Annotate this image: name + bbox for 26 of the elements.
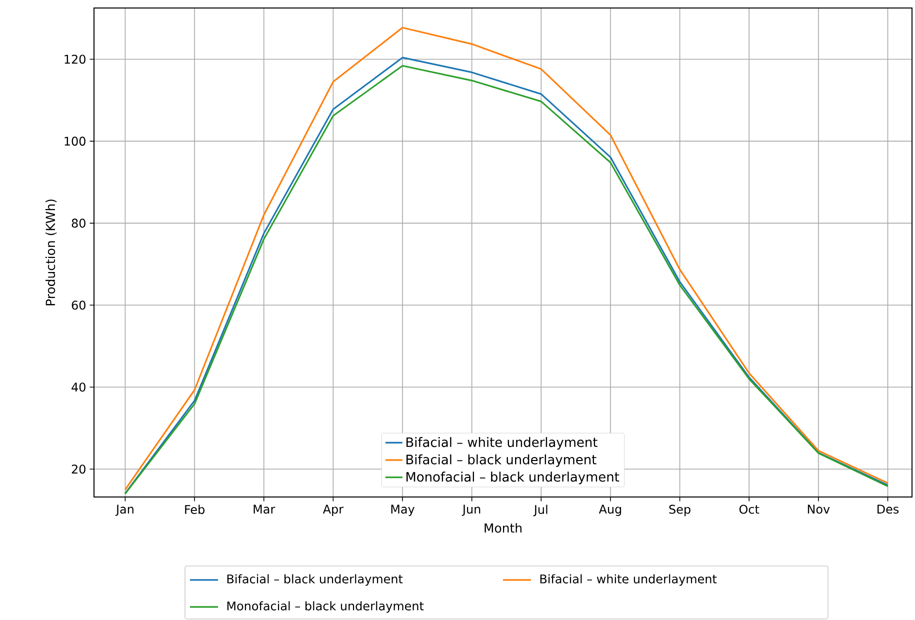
y-axis-title: Production (KWh) xyxy=(45,200,57,306)
x-tick-label: Apr xyxy=(322,504,344,516)
legend-label: Bifacial – black underlayment xyxy=(406,454,596,467)
x-tick-label: Jan xyxy=(115,504,134,516)
x-axis-title: Month xyxy=(484,523,522,533)
x-tick-label: Oct xyxy=(739,504,760,514)
text: Bifacial – white underlayment xyxy=(540,574,717,586)
legend-label: Monofacial – black underlayment xyxy=(406,472,620,484)
y-tick-label: 80 xyxy=(72,218,86,228)
y-tick-label: 60 xyxy=(72,300,86,310)
x-tick-label: Jul xyxy=(533,504,548,516)
x-tick-label: Sep xyxy=(669,504,690,516)
y-tick-label: 100 xyxy=(64,136,86,146)
x-tick-label: Aug xyxy=(598,504,622,516)
x-tick-label: Nov xyxy=(808,504,830,514)
x-tick-label: Jun xyxy=(462,504,480,516)
y-tick-label: 120 xyxy=(64,54,86,64)
x-tick-label: Des xyxy=(878,504,899,514)
text: Monofacial – black underlayment xyxy=(227,601,424,613)
x-tick-label: Mar xyxy=(254,504,276,514)
y-tick-label: 40 xyxy=(72,382,86,392)
legend-label: Bifacial – white underlayment xyxy=(406,437,598,450)
x-tick-label: May xyxy=(391,504,414,516)
y-tick-label: 20 xyxy=(72,464,86,474)
x-tick-label: Feb xyxy=(185,504,204,514)
text: Bifacial – black underlayment xyxy=(227,574,403,586)
